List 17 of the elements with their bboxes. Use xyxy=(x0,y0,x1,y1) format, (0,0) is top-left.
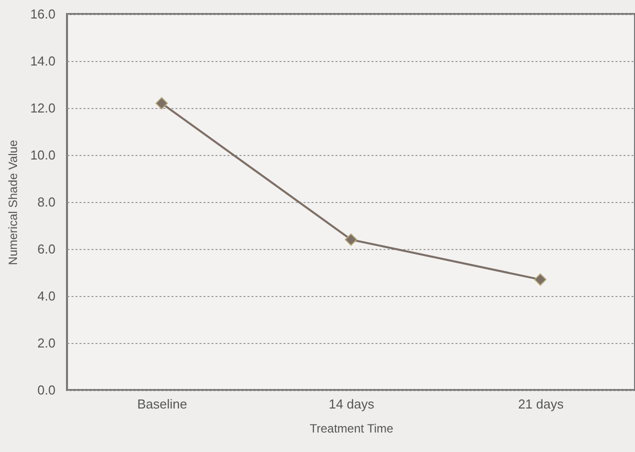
y-axis-title: Numerical Shade Value xyxy=(6,140,20,266)
y-tick-label: 16.0 xyxy=(30,6,56,22)
point xyxy=(155,97,168,110)
x-tick-label: 14 days xyxy=(328,396,375,412)
y-tick-label: 8.0 xyxy=(37,194,56,210)
x-tick-label: 21 days xyxy=(518,396,564,412)
x-tick-label: Baseline xyxy=(137,396,188,412)
y-tick-label: 4.0 xyxy=(37,288,56,304)
point xyxy=(534,273,547,286)
y-tick-label: 12.0 xyxy=(30,100,56,116)
x-axis-title: Treatment Time xyxy=(310,422,394,436)
y-tick-label: 10.0 xyxy=(30,148,56,162)
y-tick-label: 14.0 xyxy=(30,54,56,68)
point xyxy=(344,233,358,246)
y-tick-label: 6.0 xyxy=(37,242,56,256)
y-tick-label: 2.0 xyxy=(37,336,56,350)
y-tick-label: 0.0 xyxy=(37,382,56,398)
